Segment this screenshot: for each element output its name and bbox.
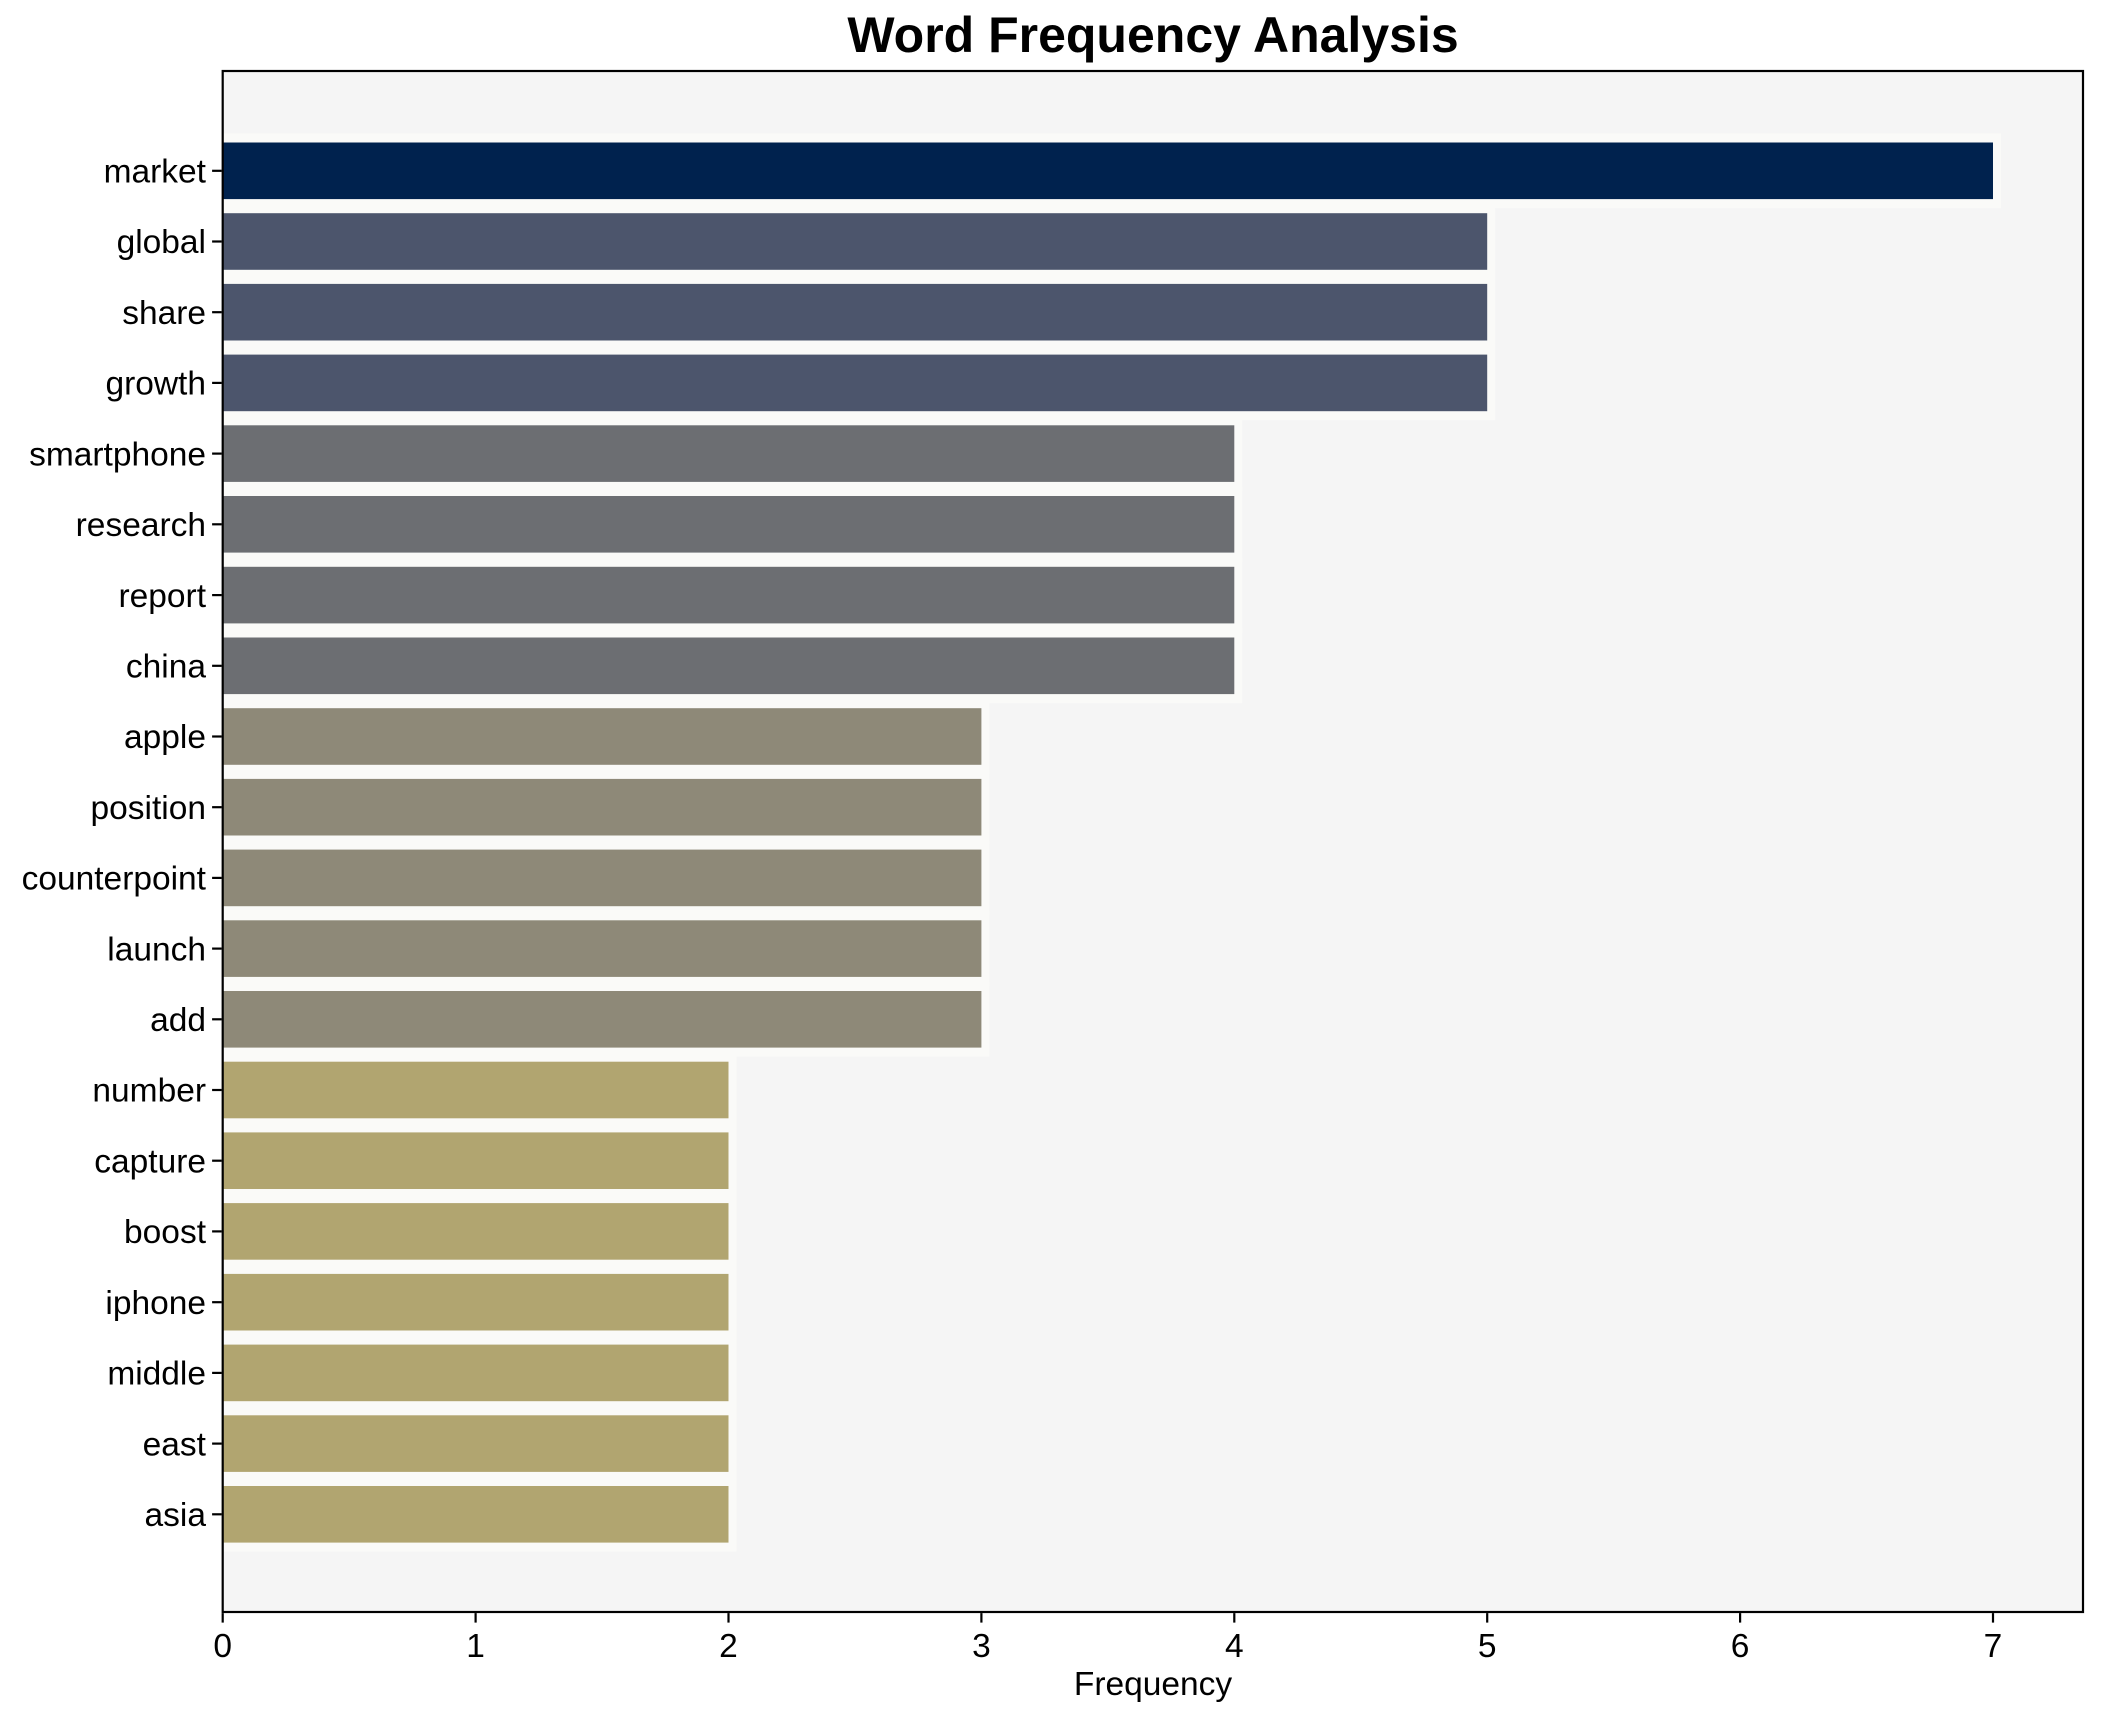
- svg-text:east: east: [143, 1426, 207, 1463]
- svg-text:number: number: [92, 1073, 206, 1110]
- svg-text:apple: apple: [124, 719, 206, 756]
- svg-text:asia: asia: [145, 1497, 207, 1534]
- svg-text:global: global: [117, 224, 206, 261]
- svg-text:launch: launch: [107, 931, 206, 968]
- svg-text:iphone: iphone: [105, 1285, 206, 1322]
- svg-text:position: position: [91, 790, 206, 827]
- svg-text:3: 3: [972, 1628, 991, 1665]
- svg-text:2: 2: [719, 1628, 738, 1665]
- svg-text:counterpoint: counterpoint: [22, 861, 207, 898]
- svg-text:add: add: [150, 1002, 206, 1039]
- svg-text:6: 6: [1731, 1628, 1750, 1665]
- svg-text:capture: capture: [94, 1143, 206, 1180]
- svg-text:china: china: [126, 649, 206, 686]
- svg-text:Frequency: Frequency: [1074, 1666, 1233, 1703]
- svg-text:Word Frequency Analysis: Word Frequency Analysis: [847, 7, 1458, 63]
- svg-text:4: 4: [1225, 1628, 1244, 1665]
- svg-text:7: 7: [1984, 1628, 2003, 1665]
- svg-text:5: 5: [1478, 1628, 1497, 1665]
- svg-text:middle: middle: [107, 1356, 206, 1393]
- svg-text:0: 0: [213, 1628, 232, 1665]
- svg-text:market: market: [104, 154, 207, 191]
- svg-text:research: research: [76, 507, 206, 544]
- svg-text:growth: growth: [105, 366, 206, 403]
- svg-text:boost: boost: [124, 1214, 207, 1251]
- svg-text:1: 1: [466, 1628, 485, 1665]
- svg-text:smartphone: smartphone: [29, 436, 206, 473]
- svg-text:share: share: [122, 295, 206, 332]
- svg-text:report: report: [118, 578, 206, 615]
